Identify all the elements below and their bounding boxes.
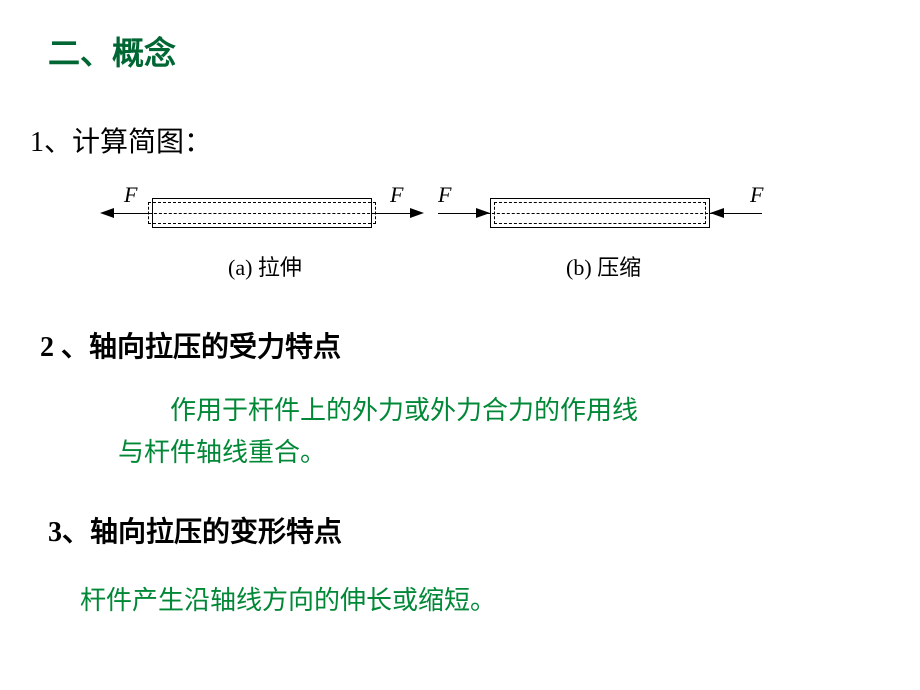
section1-heading: 1、计算简图： bbox=[30, 120, 212, 160]
section3-body: 杆件产生沿轴线方向的伸长或缩短。 bbox=[80, 580, 496, 622]
compression-caption: (b) 压缩 bbox=[566, 250, 641, 282]
compression-right-shaft bbox=[722, 213, 762, 214]
slide-title: 二、概念 bbox=[48, 28, 176, 74]
section3-heading: 3、轴向拉压的变形特点 bbox=[48, 510, 342, 550]
section2-heading: 2 、轴向拉压的受力特点 bbox=[40, 325, 341, 365]
section2-body-line1: 作用于杆件上的外力或外力合力的作用线 bbox=[170, 390, 638, 432]
slide: 二、概念 1、计算简图： F F (a) 拉伸 F F (b) 压缩 2 bbox=[0, 0, 920, 690]
tension-F-left: F bbox=[124, 182, 137, 208]
compression-F-left: F bbox=[438, 182, 451, 208]
compression-left-shaft bbox=[438, 213, 478, 214]
tension-centerline bbox=[144, 213, 380, 214]
section2-body-line2: 与杆件轴线重合。 bbox=[118, 432, 326, 474]
compression-centerline bbox=[482, 213, 718, 214]
diagram-area: F F (a) 拉伸 F F (b) 压缩 bbox=[100, 180, 800, 290]
compression-F-right: F bbox=[750, 182, 763, 208]
tension-right-arrow-icon bbox=[410, 208, 424, 218]
tension-F-right: F bbox=[390, 182, 403, 208]
tension-right-shaft bbox=[372, 213, 412, 214]
tension-caption: (a) 拉伸 bbox=[228, 250, 302, 282]
